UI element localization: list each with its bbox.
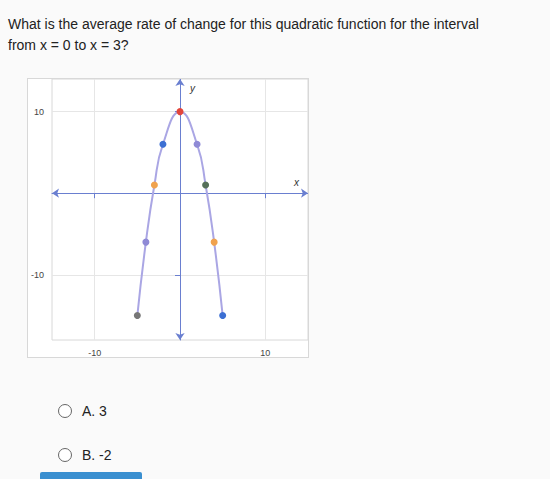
svg-text:-10: -10 <box>31 270 44 280</box>
html-text:from x = 0 to x = 3?: from x = 0 to x = 3? <box>8 37 129 53</box>
html-text:What is the average rate of ch: What is the average rate of change for t… <box>8 16 479 32</box>
svg-text:10: 10 <box>34 107 44 117</box>
svg-text:y: y <box>189 83 196 94</box>
html-text:B. -2: B. -2 <box>82 447 112 463</box>
svg-text:-10: -10 <box>88 348 101 358</box>
svg-text:x: x <box>293 177 300 188</box>
html-text:A. 3: A. 3 <box>82 403 107 419</box>
svg-text:10: 10 <box>260 348 270 358</box>
